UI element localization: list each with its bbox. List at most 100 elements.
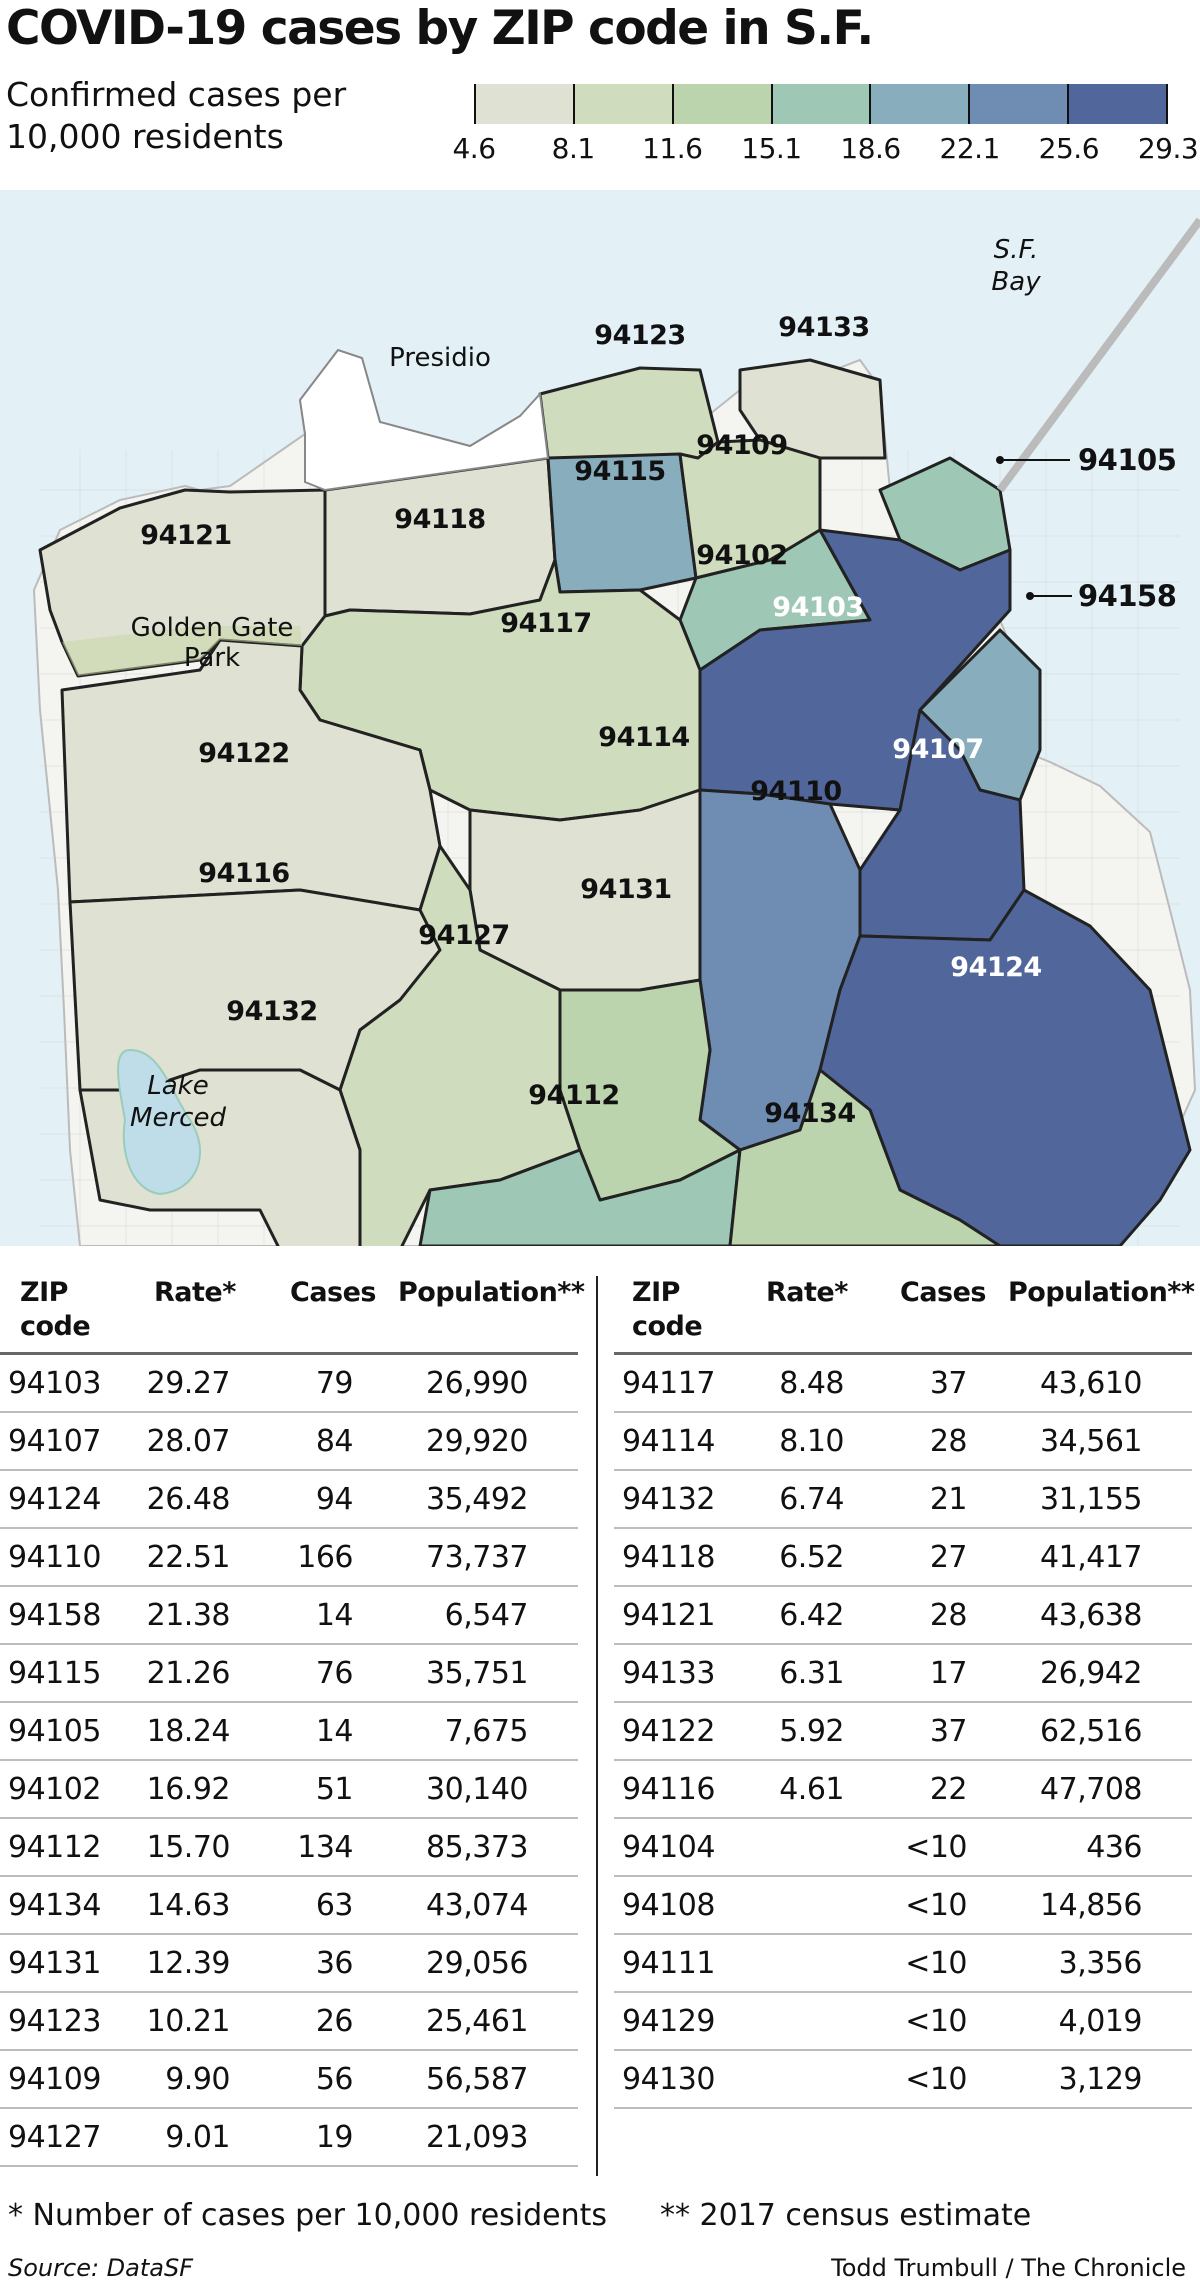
legend-swatch [770,84,870,124]
legend-color-bar [474,84,1169,124]
cell-cases: 51 [315,1772,354,1807]
page-title: COVID-19 cases by ZIP code in S.F. [6,1,874,56]
table-row: 94105 18.24 14 7,675 [0,1703,578,1761]
cell-population: 34,561 [1040,1424,1142,1459]
cell-zip: 94104 [622,1830,715,1865]
cell-cases: 37 [929,1714,968,1749]
header-zip-line2: code [632,1311,703,1342]
table-row: 94107 28.07 84 29,920 [0,1413,578,1471]
table-row: 94117 8.48 37 43,610 [614,1355,1192,1413]
cell-population: 35,751 [426,1656,528,1691]
cell-population: 47,708 [1040,1772,1142,1807]
golden-gate-park [62,626,302,676]
cell-rate: 21.26 [146,1656,231,1691]
cell-rate: 4.61 [779,1772,844,1807]
table-row: 94108 <10 14,856 [614,1877,1192,1935]
cell-zip: 94117 [622,1366,715,1401]
cell-rate: 6.74 [779,1482,844,1517]
callout-dot-94105 [996,456,1004,464]
cell-cases: 28 [929,1424,968,1459]
cell-zip: 94122 [622,1714,715,1749]
cell-zip: 94109 [8,2062,101,2097]
cell-population: 26,942 [1040,1656,1142,1691]
cell-zip: 94112 [8,1830,101,1865]
table-row: 94103 29.27 79 26,990 [0,1355,578,1413]
cell-rate: 9.01 [165,2120,230,2155]
legend-swatch [869,84,969,124]
map-label-94114: 94114 [598,722,689,753]
cell-cases: <10 [905,2062,967,2097]
cell-zip: 94131 [8,1946,101,1981]
cell-population: 56,587 [426,2062,528,2097]
map-label-94121: 94121 [140,520,231,551]
cell-population: 85,373 [426,1830,528,1865]
cell-cases: <10 [905,1888,967,1923]
cell-cases: 27 [929,1540,968,1575]
bay-bridge [996,217,1200,493]
table-row: 94123 10.21 26 25,461 [0,1993,578,2051]
legend-tick-label: 29.3 [1137,132,1199,165]
cell-population: 43,610 [1040,1366,1142,1401]
cell-rate: 18.24 [146,1714,231,1749]
map-label-94127: 94127 [418,920,509,951]
table-row: 94104 <10 436 [614,1819,1192,1877]
place-lake-merced-1: Lake [147,1071,208,1101]
cell-cases: 56 [315,2062,354,2097]
cell-cases: 28 [929,1598,968,1633]
place-golden-gate-park-2: Park [184,643,240,673]
legend-swatch [1067,84,1169,124]
cell-population: 31,155 [1040,1482,1142,1517]
cell-population: 29,920 [426,1424,528,1459]
place-lake-merced-2: Merced [130,1103,226,1133]
cell-cases: 94 [315,1482,354,1517]
cell-cases: 134 [297,1830,353,1865]
cell-rate: 6.42 [779,1598,844,1633]
header-population: Population** [1008,1277,1195,1308]
map-label-94158: 94158 [1078,579,1176,613]
place-presidio: Presidio [389,343,491,373]
map-label-94103: 94103 [772,592,863,623]
sf-zip-map: Presidio Golden Gate Park Lake Merced S.… [0,190,1200,1246]
cell-zip: 94105 [8,1714,101,1749]
table-row: 94133 6.31 17 26,942 [614,1645,1192,1703]
header-zip-line1: ZIP [20,1277,68,1308]
cell-zip: 94107 [8,1424,101,1459]
rates-table-left: ZIP code Rate* Cases Population** 94103 2… [0,1262,585,2167]
map-label-94117: 94117 [500,608,591,639]
header-zip-code: ZIP code [632,1276,703,1344]
cell-cases: 84 [315,1424,354,1459]
cell-zip: 94134 [8,1888,101,1923]
cell-rate: 16.92 [146,1772,231,1807]
table-row: 94158 21.38 14 6,547 [0,1587,578,1645]
cell-rate: 15.70 [146,1830,231,1865]
table-header-left: ZIP code Rate* Cases Population** [0,1262,585,1355]
legend-tick-label: 25.6 [1038,132,1100,165]
presidio-area [298,348,550,492]
cell-zip: 94103 [8,1366,101,1401]
cell-zip: 94110 [8,1540,101,1575]
source-credit: Source: DataSF [8,2254,194,2282]
cell-population: 62,516 [1040,1714,1142,1749]
cell-population: 73,737 [426,1540,528,1575]
cell-cases: 21 [929,1482,968,1517]
cell-zip: 94124 [8,1482,101,1517]
cell-population: 21,093 [426,2120,528,2155]
table-row: 94115 21.26 76 35,751 [0,1645,578,1703]
table-column-divider [596,1276,598,2176]
header-rate: Rate* [154,1277,236,1308]
header-zip-line2: code [20,1311,91,1342]
map-label-94115: 94115 [574,456,665,487]
cell-cases: 36 [315,1946,354,1981]
cell-zip: 94123 [8,2004,101,2039]
legend-tick-label: 4.6 [452,132,496,165]
header-cases: Cases [290,1277,377,1308]
map-label-94116: 94116 [198,858,289,889]
legend-tick-label: 22.1 [939,132,1001,165]
legend-swatch [671,84,771,124]
map-subtitle: Confirmed cases per 10,000 residents [6,75,347,156]
cell-population: 7,675 [444,1714,529,1749]
header-cases: Cases [900,1277,987,1308]
map-label-94123: 94123 [594,320,685,351]
cell-zip: 94115 [8,1656,101,1691]
cell-zip: 94129 [622,2004,715,2039]
